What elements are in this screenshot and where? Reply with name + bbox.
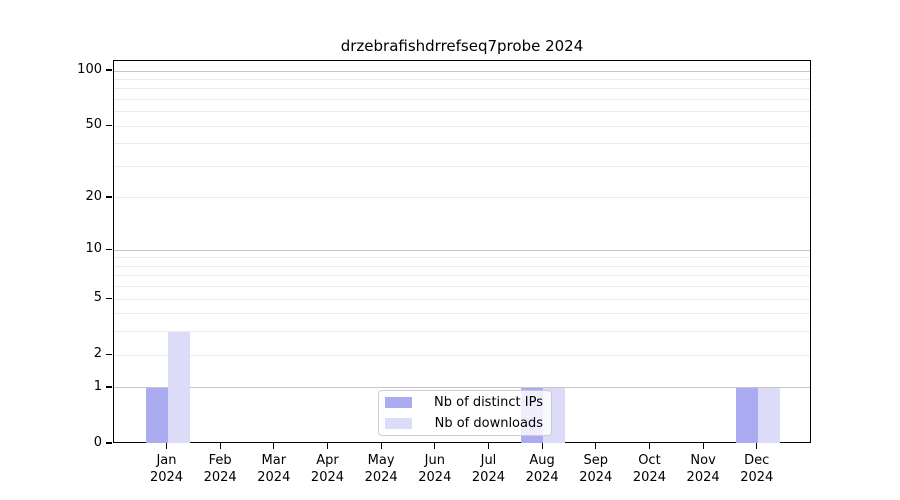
gridline-major [114,387,810,389]
y-tick-label: 2 [93,346,102,362]
y-tick [106,69,112,71]
x-tick [326,443,329,449]
gridline-minor [114,165,810,167]
legend: Nb of distinct IPs Nb of downloads [378,390,552,436]
y-tick [106,124,112,126]
gridline-minor [114,88,810,90]
x-tick-label: Mar 2024 [257,453,291,485]
y-tick-label: 100 [77,62,102,77]
y-tick [106,386,112,388]
legend-row-downloads: Nb of downloads [385,415,543,433]
bar-distinct-ips [145,387,168,443]
x-tick [541,443,543,449]
y-tick-label: 50 [85,117,102,133]
x-tick [273,443,275,449]
x-tick-label: Jul 2024 [471,453,505,485]
gridline-minor [114,298,810,300]
x-tick [219,443,221,449]
bar-distinct-ips [735,387,758,443]
x-tick-label: Jan 2024 [149,453,184,485]
legend-row-distinct-ips: Nb of distinct IPs [385,394,543,412]
y-tick [106,248,112,250]
legend-label-downloads: Nb of downloads [434,415,543,431]
x-tick [380,443,382,449]
gridline-minor [114,286,810,288]
chart-title: drzebrafishdrrefseq7probe 2024 [340,37,584,55]
gridline-minor [114,197,810,199]
x-tick-label: Jun 2024 [418,453,452,485]
gridline-minor [114,331,810,333]
y-tick [106,196,112,198]
x-tick-label: Feb 2024 [203,453,237,485]
bar-downloads [167,331,190,443]
gridline-minor [114,313,810,315]
y-tick-label: 10 [85,241,102,257]
x-tick-label: Nov 2024 [686,453,720,485]
x-tick [487,443,490,449]
x-tick-label: Apr 2024 [310,453,345,485]
legend-swatch-distinct-ips-icon [385,397,412,408]
gridline-minor [114,257,810,259]
x-tick-label: Sep 2024 [579,453,613,485]
x-tick [434,443,436,449]
gridline-minor [114,275,810,277]
x-tick [165,443,168,449]
x-tick-label: Oct 2024 [632,453,666,485]
gridline-minor [114,125,810,127]
gridline-major [114,70,810,72]
x-tick-label: May 2024 [364,453,398,485]
x-tick [702,443,704,449]
y-tick [106,353,112,355]
y-tick [106,442,112,444]
gridline-minor [114,143,810,145]
gridline-major [114,249,810,251]
bar-downloads [757,387,780,443]
y-tick [106,297,112,299]
gridline-minor [114,78,810,80]
gridline-minor [114,111,810,113]
gridline-minor [114,265,810,267]
legend-label-distinct-ips: Nb of distinct IPs [434,394,543,410]
gridline-minor [114,98,810,100]
gridline-minor [114,354,810,356]
y-tick-label: 1 [93,378,102,394]
y-tick-label: 5 [93,290,102,306]
y-tick-label: 20 [85,188,102,204]
plot-area [113,60,811,443]
y-tick-label: 0 [93,435,102,450]
x-tick [648,443,651,449]
legend-swatch-downloads-icon [385,418,412,429]
x-tick-label: Aug 2024 [525,453,559,485]
x-tick [595,443,597,449]
x-tick-label: Dec 2024 [740,453,774,485]
x-tick [756,443,758,449]
